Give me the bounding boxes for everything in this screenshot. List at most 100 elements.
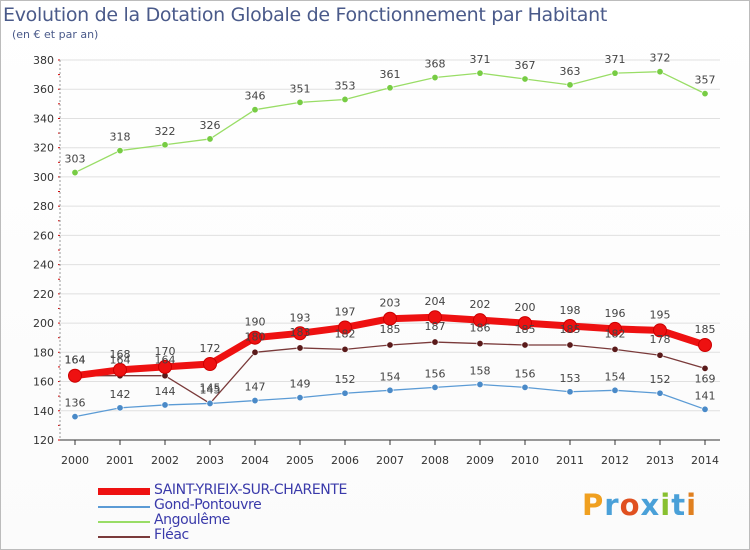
x-tick-label: 2012 [601,454,629,467]
legend-swatch [98,536,150,538]
data-point [71,169,79,177]
data-label: 353 [335,79,356,92]
data-label: 196 [605,307,626,320]
y-tick-label: 140 [33,405,54,418]
data-label: 190 [245,316,266,329]
y-tick-label: 360 [33,83,54,96]
data-label: 142 [110,388,131,401]
logo-letter: i [686,488,698,522]
x-tick-label: 2008 [421,454,449,467]
x-tick-label: 2010 [511,454,539,467]
data-label: 164 [155,354,176,367]
data-label: 170 [155,345,176,358]
data-label: 368 [425,58,446,71]
legend-swatch [98,488,150,495]
data-point [521,383,529,391]
data-label: 182 [605,327,626,340]
data-label: 168 [110,348,131,361]
x-tick-label: 2009 [466,454,494,467]
data-point [566,81,574,89]
data-label: 147 [245,381,266,394]
data-point [566,341,574,349]
y-tick-label: 200 [33,317,54,330]
data-point [698,338,712,352]
data-label: 187 [425,320,446,333]
x-tick-label: 2007 [376,454,404,467]
data-point [383,311,397,326]
data-point [251,106,259,114]
axes: 120 140 160 180 200 220 240 260 280 300 320 340 360 3… [33,54,720,467]
data-point [521,75,529,83]
data-point [116,147,124,155]
data-point [341,345,349,353]
data-point [563,319,577,333]
data-label: 152 [335,373,356,386]
data-label: 145 [200,381,221,394]
data-point [701,405,709,413]
data-point [206,399,214,407]
data-label: 185 [380,323,401,336]
data-point [338,320,352,335]
x-tick-label: 2002 [151,454,179,467]
legend-swatch [98,521,150,523]
data-label: 182 [335,327,356,340]
data-point [656,351,664,359]
data-point [431,74,439,82]
y-tick-label: 160 [33,376,54,389]
y-tick-label: 120 [33,434,54,447]
data-label: 303 [65,153,86,166]
data-label: 183 [290,326,311,339]
y-tick-label: 340 [33,112,54,125]
data-point [161,401,169,409]
data-point [251,397,259,405]
y-tick-label: 260 [33,229,54,242]
data-label: 185 [695,323,716,336]
y-tick-label: 380 [33,54,54,67]
data-label: 367 [515,59,536,72]
data-label: 154 [605,370,626,383]
data-point [428,310,442,325]
data-label: 156 [515,367,536,380]
data-label: 152 [650,373,671,386]
data-point [158,359,172,374]
data-point [611,345,619,353]
data-label: 185 [515,323,536,336]
legend-label: Fléac [154,527,189,543]
data-point [653,323,667,338]
legend-label: SAINT-YRIEIX-SUR-CHARENTE [154,482,347,498]
data-point [113,362,127,377]
data-label: 371 [605,53,626,66]
x-tick-label: 2014 [691,454,719,467]
y-tick-label: 300 [33,171,54,184]
data-point [386,386,394,394]
logo-letter: i [660,488,672,522]
y-tick-label: 240 [33,259,54,272]
data-label: 164 [65,354,86,367]
series-lines [68,68,712,421]
x-tick-label: 2003 [196,454,224,467]
data-label: 180 [245,330,266,343]
data-point [701,90,709,98]
data-point [71,413,79,421]
data-label: 156 [425,367,446,380]
y-tick-label: 320 [33,142,54,155]
data-label: 154 [380,370,401,383]
data-label: 351 [290,82,311,95]
legend-item-fleac: Fléac [98,527,418,544]
legend-swatch [98,506,150,508]
data-label: 193 [290,311,311,324]
y-tick-label: 280 [33,200,54,213]
data-point [611,386,619,394]
logo-letter: o [619,488,641,522]
data-point [476,340,484,348]
data-point [476,380,484,388]
data-point [518,316,532,331]
data-point [248,330,262,345]
x-tick-label: 2011 [556,454,584,467]
data-point [293,326,307,341]
data-point [521,341,529,349]
data-label: 186 [470,322,491,335]
legend-item-saint-yrieix: SAINT-YRIEIX-SUR-CHARENTE [98,482,418,499]
x-tick-label: 2005 [286,454,314,467]
